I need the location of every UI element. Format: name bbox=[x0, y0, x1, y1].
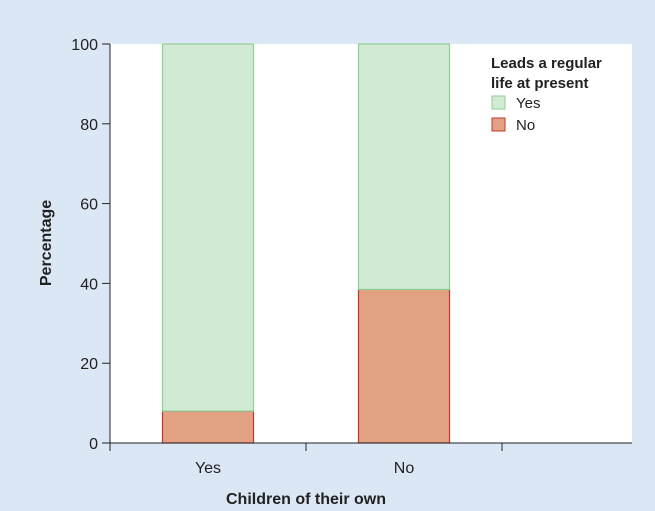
bar-yes-no bbox=[161, 410, 255, 444]
y-tick-label: 100 bbox=[71, 37, 98, 54]
legend-title-line-1: Leads a regular bbox=[491, 55, 602, 72]
legend-title-line-2: life at present bbox=[491, 75, 589, 92]
bar-no-no bbox=[357, 288, 451, 444]
axes: 0 20 40 60 80 100 Yes No bbox=[71, 37, 632, 477]
legend: Leads a regular life at present Yes No bbox=[491, 55, 602, 134]
legend-swatch-no bbox=[491, 117, 506, 132]
legend-label-no: No bbox=[516, 117, 535, 134]
y-tick-label: 60 bbox=[80, 197, 98, 214]
y-tick-label: 40 bbox=[80, 276, 98, 293]
x-tick-label-yes: Yes bbox=[195, 460, 221, 477]
legend-swatch-yes bbox=[491, 95, 506, 110]
x-tick-label-no: No bbox=[394, 460, 415, 477]
x-axis-title: Children of their own bbox=[226, 491, 386, 508]
y-tick-label: 0 bbox=[89, 436, 98, 453]
y-tick-label: 20 bbox=[80, 356, 98, 373]
bar-yes-yes bbox=[161, 43, 255, 412]
y-tick-label: 80 bbox=[80, 117, 98, 134]
bar-no-yes bbox=[357, 43, 451, 290]
bars bbox=[161, 43, 451, 444]
legend-label-yes: Yes bbox=[516, 95, 540, 112]
y-axis-title: Percentage bbox=[38, 200, 55, 286]
